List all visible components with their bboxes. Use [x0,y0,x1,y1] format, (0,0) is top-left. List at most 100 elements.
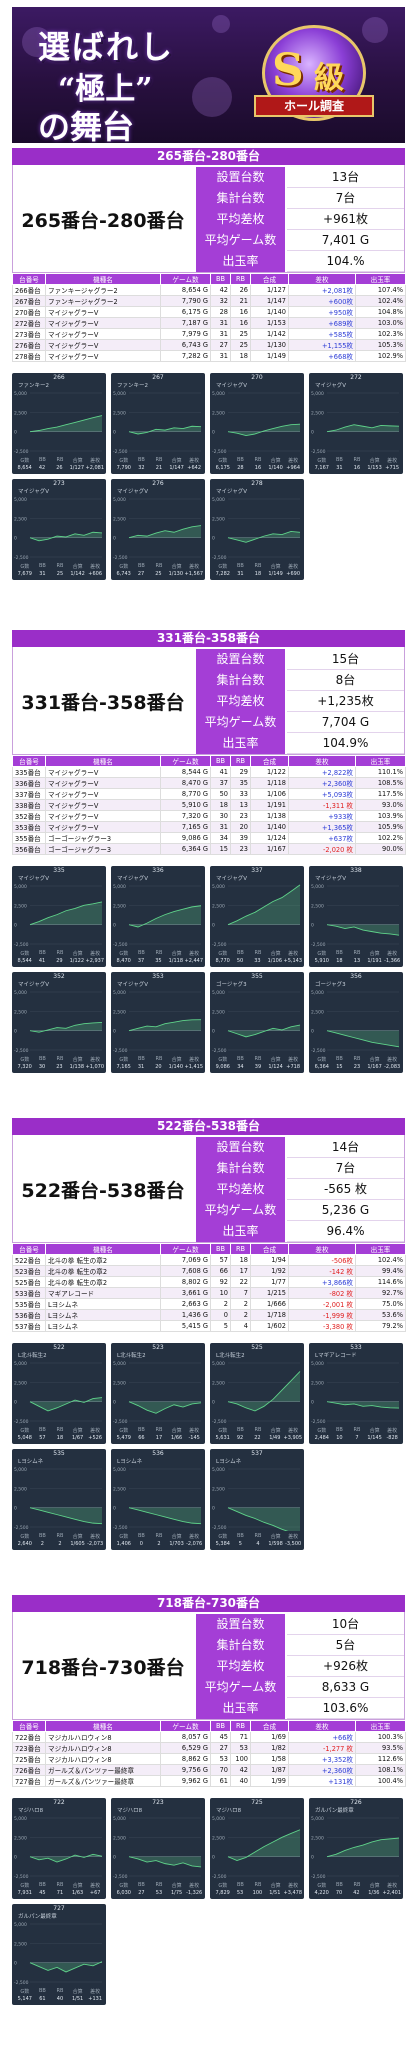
table-row[interactable]: 338番台 マイジャグラーV 5,910 G 18 13 1/191 -1,311 枚 93.… [12,799,406,811]
card-number: 336 [152,867,164,874]
table-cell: 北斗の拳 転生の章2 [45,1265,161,1277]
card-stat-header: 差枚 [189,1534,200,1540]
card-stat-header: G数 [218,1057,228,1063]
table-row[interactable]: 522番台 北斗の拳 転生の章2 7,069 G 57 18 1/94 -506枚 102.4… [12,1254,406,1266]
card-stat-value: 1/75 [170,1890,183,1896]
trend-card-352[interactable]: 352 マイジャグV 5,000 2,500 0 -2,500 G数 BB RB 合算 差枚 7,32… [12,972,106,1073]
table-row[interactable]: 336番台 マイジャグラーV 8,470 G 37 35 1/118 +2,360枚 108.… [12,777,406,789]
table-header-cell: 台番号 [12,273,46,285]
axis-tick-label: 2,500 [212,903,225,909]
table-row[interactable]: 272番台 マイジャグラーV 7,187 G 31 16 1/153 +689枚 103.0% [12,317,406,329]
trend-card-267[interactable]: 267 ファンキー2 5,000 2,500 0 -2,500 G数 BB RB 合算 差枚 7,79… [111,373,205,474]
card-stat-value: 31 [336,465,343,471]
trend-card-523[interactable]: 523 L北斗転生2 5,000 2,500 0 -2,500 G数 BB RB 合算 差枚 5,47… [111,1343,205,1444]
card-stat-header: G数 [119,458,129,464]
trend-card-727[interactable]: 727 ガルパン最終章 5,000 2,500 0 -2,500 G数 BB RB 合算 差枚 5,1… [12,1904,106,2005]
trend-card-522[interactable]: 522 L北斗転生2 5,000 2,500 0 -2,500 G数 BB RB 合算 差枚 5,04… [12,1343,106,1444]
table-row[interactable]: 270番台 マイジャグラーV 6,175 G 28 16 1/140 +950枚 104.8% [12,306,406,318]
trend-card-266[interactable]: 266 ファンキー2 5,000 2,500 0 -2,500 G数 BB RB 合算 差枚 8,65… [12,373,106,474]
summary-value: 104.9% [287,733,404,754]
table-row[interactable]: 273番台 マイジャグラーV 7,979 G 31 25 1/142 +585枚 102.3% [12,328,406,340]
trend-card-270[interactable]: 270 マイジャグV 5,000 2,500 0 -2,500 G数 BB RB 合算 差枚 6,17… [210,373,304,474]
axis-tick-label: 5,000 [14,990,27,996]
trend-card-276[interactable]: 276 マイジャグV 5,000 2,500 0 -2,500 G数 BB RB 合算 差枚 6,74… [111,479,205,580]
card-stat-header: RB [56,1427,64,1433]
table-row[interactable]: 722番台 マジカルハロウィン8 8,057 G 45 71 1/69 +66枚 100.3% [12,1731,406,1743]
card-machine: L北斗転生2 [117,1353,146,1359]
table-cell: 1/130 [250,339,289,351]
table-row[interactable]: 725番台 マジカルハロウィン8 8,862 G 53 100 1/58 +3,352枚 11… [12,1753,406,1765]
card-number: 522 [53,1344,65,1351]
summary-label: 集計台数 [196,670,285,691]
table-row[interactable]: 727番台 ガールズ＆パンツァー最終章 9,962 G 61 40 1/99 +131枚 10… [12,1775,406,1787]
table-row[interactable]: 267番台 ファンキージャグラー2 7,790 G 32 21 1/147 +600枚 102… [12,295,406,307]
table-row[interactable]: 352番台 マイジャグラーV 7,320 G 30 23 1/138 +933枚 103.9% [12,810,406,822]
table-row[interactable]: 337番台 マイジャグラーV 8,770 G 50 33 1/106 +5,093枚 117.… [12,788,406,800]
table-row[interactable]: 723番台 マジカルハロウィン8 6,529 G 27 53 1/82 -1,277 枚 93… [12,1742,406,1754]
card-stat-value: 1/67 [71,1435,84,1441]
trend-card-356[interactable]: 356 ゴージャグ3 5,000 2,500 0 -2,500 G数 BB RB 合算 差枚 6,36… [309,972,403,1073]
trend-card-338[interactable]: 338 マイジャグV 5,000 2,500 0 -2,500 G数 BB RB 合算 差枚 5,91… [309,866,403,967]
trend-card-278[interactable]: 278 マイジャグV 5,000 2,500 0 -2,500 G数 BB RB 合算 差枚 7,28… [210,479,304,580]
trend-card-722[interactable]: 722 マジハロ8 5,000 2,500 0 -2,500 G数 BB RB 合算 差枚 7,931… [12,1798,106,1899]
trend-card-336[interactable]: 336 マイジャグV 5,000 2,500 0 -2,500 G数 BB RB 合算 差枚 8,47… [111,866,205,967]
table-row[interactable]: 726番台 ガールズ＆パンツァー最終章 9,756 G 70 42 1/87 +2,360枚… [12,1764,406,1776]
table-row[interactable]: 533番台 マギアレコード 3,661 G 10 7 1/215 -802 枚 92.7% [12,1287,406,1299]
table-cell: 267番台 [12,295,46,307]
table-cell: マイジャグラーV [45,810,161,822]
axis-tick-label: 5,000 [113,391,126,397]
table-row[interactable]: 276番台 マイジャグラーV 6,743 G 27 25 1/130 +1,155枚 105.… [12,339,406,351]
card-stat-value: -3,500 [285,1541,302,1547]
card-stat-header: RB [155,563,163,569]
table-row[interactable]: 335番台 マイジャグラーV 8,544 G 41 29 1/122 +2,822枚 110.… [12,766,406,778]
table-cell: 352番台 [12,810,46,822]
banner-line-3: の舞台 [38,108,135,143]
table-cell: 270番台 [12,306,46,318]
trend-card-726[interactable]: 726 ガルパン最終章 5,000 2,500 0 -2,500 G数 BB RB 合算 差枚 4,2… [309,1798,403,1899]
machine-table: 台番号 機種名 ゲーム数 BB RB 合成 差枚 出玉率 522番台 北斗の拳 転生の章2 7,06… [12,1243,406,1332]
table-cell: 30 [210,810,231,822]
table-row[interactable]: 536番台 Lヨシムネ 1,436 G 0 2 1/718 -1,999 枚 53.6% [12,1309,406,1321]
trend-card-535[interactable]: 535 Lヨシムネ 5,000 2,500 0 -2,500 G数 BB RB 合算 差枚 2,640… [12,1449,106,1550]
trend-card-725[interactable]: 725 マジハロ8 5,000 2,500 0 -2,500 G数 BB RB 合算 差枚 7,829… [210,1798,304,1899]
table-row[interactable]: 266番台 ファンキージャグラー2 8,654 G 42 26 1/127 +2,081枚 1… [12,284,406,296]
card-machine: マイジャグV [117,982,148,988]
card-stat-value: 18 [254,571,262,577]
table-header-cell: 機種名 [45,1243,161,1255]
axis-tick-label: -2,500 [14,1525,29,1531]
table-row[interactable]: 535番台 Lヨシムネ 2,663 G 2 2 1/666 -2,001 枚 75.0% [12,1298,406,1310]
table-cell: 535番台 [12,1298,46,1310]
table-cell: 1/666 [250,1298,289,1310]
trend-card-273[interactable]: 273 マイジャグV 5,000 2,500 0 -2,500 G数 BB RB 合算 差枚 7,67… [12,479,106,580]
table-cell: +1,155枚 [288,339,356,351]
card-stat-value: 30 [38,1064,46,1070]
table-cell: +585枚 [288,328,356,340]
table-cell: 31 [210,350,231,362]
table-row[interactable]: 525番台 北斗の拳 転生の章2 8,802 G 92 22 1/77 +3,866枚 114… [12,1276,406,1288]
table-row[interactable]: 355番台 ゴーゴージャグラー3 9,086 G 34 39 1/124 +637枚 102.… [12,832,406,844]
table-header-cell: 合成 [250,755,289,767]
trend-card-337[interactable]: 337 マイジャグV 5,000 2,500 0 -2,500 G数 BB RB 合算 差枚 8,77… [210,866,304,967]
table-header-cell: 差枚 [288,1243,356,1255]
trend-card-335[interactable]: 335 マイジャグV 5,000 2,500 0 -2,500 G数 BB RB 合算 差枚 8,54… [12,866,106,967]
summary-box: 718番台-730番台 設置台数 10台 集計台数 5台 平均差枚 +926枚 平均ゲーム数 8… [12,1612,405,1720]
table-cell: ゴーゴージャグラー3 [45,832,161,844]
table-cell: 9,756 G [160,1764,211,1776]
trend-card-537[interactable]: 537 Lヨシムネ 5,000 2,500 0 -2,500 G数 BB RB 合算 差枚 5,384… [210,1449,304,1550]
table-row[interactable]: 523番台 北斗の拳 転生の章2 7,608 G 66 17 1/92 -142 枚 99.4… [12,1265,406,1277]
table-row[interactable]: 353番台 マイジャグラーV 7,165 G 31 20 1/140 +1,365枚 105.… [12,821,406,833]
trend-card-536[interactable]: 536 Lヨシムネ 5,000 2,500 0 -2,500 G数 BB RB 合算 差枚 1,406… [111,1449,205,1550]
table-cell: 7,187 G [160,317,211,329]
table-row[interactable]: 537番台 Lヨシムネ 5,415 G 5 4 1/602 -3,380 枚 79.2% [12,1320,406,1332]
table-row[interactable]: 278番台 マイジャグラーV 7,282 G 31 18 1/149 +668枚 102.9% [12,350,406,362]
trend-card-723[interactable]: 723 マジハロ8 5,000 2,500 0 -2,500 G数 BB RB 合算 差枚 6,030… [111,1798,205,1899]
trend-card-353[interactable]: 353 マイジャグV 5,000 2,500 0 -2,500 G数 BB RB 合算 差枚 7,16… [111,972,205,1073]
trend-card-355[interactable]: 355 ゴージャグ3 5,000 2,500 0 -2,500 G数 BB RB 合算 差枚 9,08… [210,972,304,1073]
axis-tick-label: 2,500 [113,1835,126,1841]
trend-card-525[interactable]: 525 L北斗転生2 5,000 2,500 0 -2,500 G数 BB RB 合算 差枚 5,63… [210,1343,304,1444]
card-stat-values: 2,484 10 7 1/145 -828 [313,1435,401,1441]
trend-card-272[interactable]: 272 マイジャグV 5,000 2,500 0 -2,500 G数 BB RB 合算 差枚 7,16… [309,373,403,474]
table-cell: 0 [210,1309,231,1321]
trend-card-533[interactable]: 533 Lマギアレコード 5,000 2,500 0 -2,500 G数 BB RB 合算 差枚 2,… [309,1343,403,1444]
